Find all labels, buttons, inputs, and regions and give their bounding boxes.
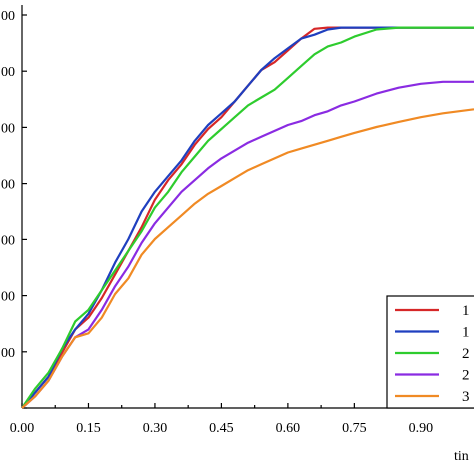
y-tick-label: 00 xyxy=(1,346,15,361)
series-line-4 xyxy=(21,80,474,409)
x-tick-label: 0.30 xyxy=(143,421,168,436)
x-axis-label: tin xyxy=(454,449,469,464)
series-line-5 xyxy=(21,108,474,409)
y-tick-label: 00 xyxy=(1,121,15,136)
legend-label: 2 xyxy=(462,368,470,384)
y-tick-label: 00 xyxy=(1,178,15,193)
series-line-3 xyxy=(21,26,474,409)
y-tick-label: 00 xyxy=(1,290,15,305)
y-tick-label: 00 xyxy=(1,65,15,80)
x-tick-label: 0.00 xyxy=(10,421,35,436)
y-tick-label: 00 xyxy=(1,9,15,24)
legend-label: 1 xyxy=(462,325,470,341)
x-tick-label: 0.60 xyxy=(276,421,301,436)
y-tick-label: 00 xyxy=(1,233,15,248)
legend-label: 1 xyxy=(462,303,470,319)
x-tick-label: 0.75 xyxy=(342,421,367,436)
series-line-2 xyxy=(21,26,474,409)
legend-label: 2 xyxy=(462,346,470,362)
x-tick-label: 0.45 xyxy=(209,421,234,436)
x-tick-label: 0.90 xyxy=(409,421,434,436)
x-tick-label: 0.15 xyxy=(76,421,101,436)
legend-label: 3 xyxy=(462,389,470,405)
